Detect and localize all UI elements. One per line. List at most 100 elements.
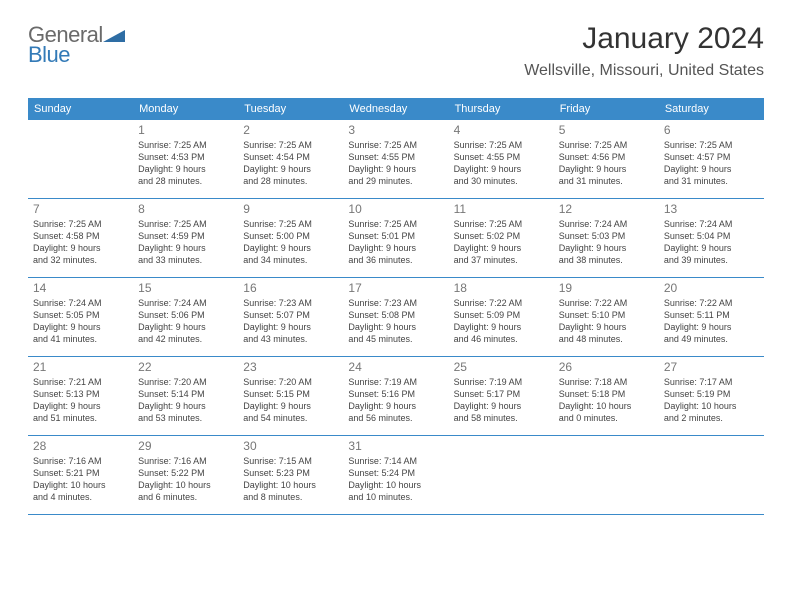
logo: General Blue (28, 22, 125, 68)
day-info-line: Daylight: 9 hours (138, 242, 233, 254)
day-info-line: Sunset: 5:09 PM (454, 309, 549, 321)
day-info-line: Sunset: 5:23 PM (243, 467, 338, 479)
day-info-line: and 36 minutes. (348, 254, 443, 266)
day-cell: 12Sunrise: 7:24 AMSunset: 5:03 PMDayligh… (554, 199, 659, 277)
day-cell: 9Sunrise: 7:25 AMSunset: 5:00 PMDaylight… (238, 199, 343, 277)
day-info-line: Sunrise: 7:24 AM (559, 218, 654, 230)
day-cell: 1Sunrise: 7:25 AMSunset: 4:53 PMDaylight… (133, 120, 238, 198)
day-cell: 28Sunrise: 7:16 AMSunset: 5:21 PMDayligh… (28, 436, 133, 514)
day-info-line: Sunset: 5:16 PM (348, 388, 443, 400)
day-info-line: Sunset: 5:13 PM (33, 388, 128, 400)
day-cell: 30Sunrise: 7:15 AMSunset: 5:23 PMDayligh… (238, 436, 343, 514)
day-number: 16 (243, 281, 338, 295)
day-cell: 4Sunrise: 7:25 AMSunset: 4:55 PMDaylight… (449, 120, 554, 198)
day-info-line: Daylight: 9 hours (559, 242, 654, 254)
day-cell: 29Sunrise: 7:16 AMSunset: 5:22 PMDayligh… (133, 436, 238, 514)
day-info-line: Sunrise: 7:18 AM (559, 376, 654, 388)
day-cell: 8Sunrise: 7:25 AMSunset: 4:59 PMDaylight… (133, 199, 238, 277)
day-header: Thursday (449, 98, 554, 120)
day-info-line: Daylight: 10 hours (33, 479, 128, 491)
day-info-line: and 2 minutes. (664, 412, 759, 424)
day-info-line: Sunset: 5:07 PM (243, 309, 338, 321)
day-cell: 22Sunrise: 7:20 AMSunset: 5:14 PMDayligh… (133, 357, 238, 435)
day-info-line: Sunset: 4:54 PM (243, 151, 338, 163)
day-info-line: Sunrise: 7:16 AM (138, 455, 233, 467)
day-info-line: Daylight: 9 hours (33, 321, 128, 333)
day-info-line: and 51 minutes. (33, 412, 128, 424)
day-info-line: Sunset: 5:01 PM (348, 230, 443, 242)
day-header: Sunday (28, 98, 133, 120)
day-info-line: and 31 minutes. (664, 175, 759, 187)
day-number: 17 (348, 281, 443, 295)
day-info-line: Sunset: 5:15 PM (243, 388, 338, 400)
day-info-line: Sunrise: 7:17 AM (664, 376, 759, 388)
day-info-line: Daylight: 9 hours (243, 321, 338, 333)
day-info-line: Sunrise: 7:25 AM (138, 139, 233, 151)
day-cell: 7Sunrise: 7:25 AMSunset: 4:58 PMDaylight… (28, 199, 133, 277)
day-info-line: and 49 minutes. (664, 333, 759, 345)
day-info-line: Sunrise: 7:20 AM (138, 376, 233, 388)
day-info-line: Daylight: 9 hours (454, 321, 549, 333)
day-cell: 10Sunrise: 7:25 AMSunset: 5:01 PMDayligh… (343, 199, 448, 277)
day-info-line: Daylight: 9 hours (243, 242, 338, 254)
day-number: 15 (138, 281, 233, 295)
day-info-line: Sunrise: 7:22 AM (664, 297, 759, 309)
week-row: 14Sunrise: 7:24 AMSunset: 5:05 PMDayligh… (28, 278, 764, 357)
day-info-line: Daylight: 10 hours (664, 400, 759, 412)
day-info-line: Daylight: 9 hours (243, 400, 338, 412)
day-info-line: Sunrise: 7:23 AM (243, 297, 338, 309)
day-info-line: Daylight: 10 hours (559, 400, 654, 412)
day-number: 29 (138, 439, 233, 453)
day-info-line: Daylight: 9 hours (33, 242, 128, 254)
day-info-line: Daylight: 9 hours (664, 242, 759, 254)
day-info-line: Sunset: 4:53 PM (138, 151, 233, 163)
day-header-row: SundayMondayTuesdayWednesdayThursdayFrid… (28, 98, 764, 120)
day-info-line: and 33 minutes. (138, 254, 233, 266)
day-cell: 15Sunrise: 7:24 AMSunset: 5:06 PMDayligh… (133, 278, 238, 356)
day-cell: 27Sunrise: 7:17 AMSunset: 5:19 PMDayligh… (659, 357, 764, 435)
day-info-line: Sunrise: 7:25 AM (664, 139, 759, 151)
day-info-line: Daylight: 9 hours (138, 400, 233, 412)
day-header: Monday (133, 98, 238, 120)
day-info-line: and 28 minutes. (138, 175, 233, 187)
day-info-line: Sunset: 5:00 PM (243, 230, 338, 242)
day-info-line: Sunrise: 7:22 AM (559, 297, 654, 309)
day-info-line: and 37 minutes. (454, 254, 549, 266)
day-number: 5 (559, 123, 654, 137)
day-cell: 11Sunrise: 7:25 AMSunset: 5:02 PMDayligh… (449, 199, 554, 277)
day-info-line: and 39 minutes. (664, 254, 759, 266)
day-info-line: Daylight: 10 hours (348, 479, 443, 491)
day-number: 11 (454, 202, 549, 216)
day-info-line: and 46 minutes. (454, 333, 549, 345)
day-number: 18 (454, 281, 549, 295)
day-cell (28, 120, 133, 198)
day-cell: 24Sunrise: 7:19 AMSunset: 5:16 PMDayligh… (343, 357, 448, 435)
day-info-line: and 6 minutes. (138, 491, 233, 503)
month-title: January 2024 (524, 22, 764, 56)
day-info-line: Sunrise: 7:25 AM (348, 218, 443, 230)
day-info-line: and 29 minutes. (348, 175, 443, 187)
day-cell (449, 436, 554, 514)
title-block: January 2024 Wellsville, Missouri, Unite… (524, 22, 764, 80)
week-row: 28Sunrise: 7:16 AMSunset: 5:21 PMDayligh… (28, 436, 764, 515)
day-info-line: Daylight: 9 hours (348, 400, 443, 412)
day-info-line: Sunrise: 7:16 AM (33, 455, 128, 467)
day-info-line: Daylight: 9 hours (454, 163, 549, 175)
day-info-line: and 56 minutes. (348, 412, 443, 424)
day-info-line: and 0 minutes. (559, 412, 654, 424)
day-header: Tuesday (238, 98, 343, 120)
day-info-line: Sunrise: 7:24 AM (664, 218, 759, 230)
day-info-line: and 54 minutes. (243, 412, 338, 424)
day-info-line: and 28 minutes. (243, 175, 338, 187)
day-cell: 5Sunrise: 7:25 AMSunset: 4:56 PMDaylight… (554, 120, 659, 198)
day-info-line: Sunrise: 7:15 AM (243, 455, 338, 467)
day-number: 28 (33, 439, 128, 453)
day-cell (659, 436, 764, 514)
day-info-line: Sunset: 5:11 PM (664, 309, 759, 321)
day-info-line: and 48 minutes. (559, 333, 654, 345)
week-row: 1Sunrise: 7:25 AMSunset: 4:53 PMDaylight… (28, 120, 764, 199)
day-info-line: Daylight: 9 hours (559, 321, 654, 333)
day-cell: 14Sunrise: 7:24 AMSunset: 5:05 PMDayligh… (28, 278, 133, 356)
day-number: 22 (138, 360, 233, 374)
day-cell (554, 436, 659, 514)
